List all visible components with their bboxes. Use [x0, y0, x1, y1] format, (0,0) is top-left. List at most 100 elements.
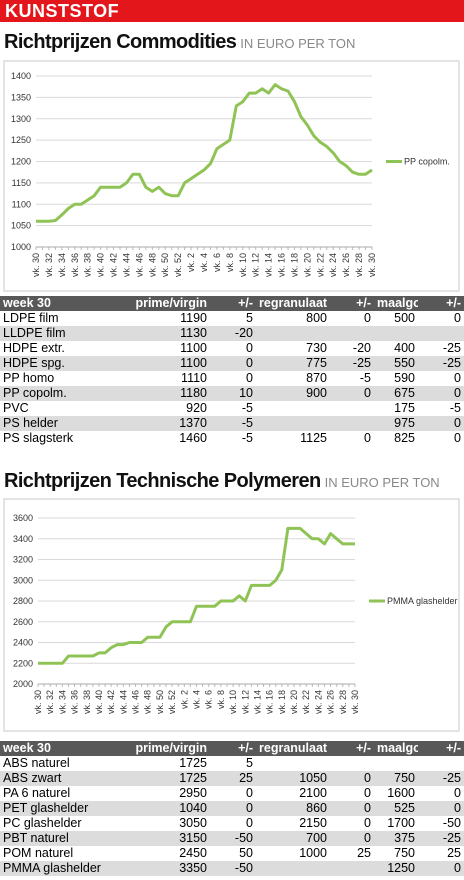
- table-cell: 1040: [112, 801, 210, 816]
- x-tick-label: vk. 38: [82, 690, 92, 714]
- table-cell: 0: [454, 371, 461, 385]
- column-header: +/-: [330, 741, 374, 756]
- x-tick-label: vk. 30: [367, 253, 377, 277]
- x-tick-label: vk. 28: [354, 253, 364, 277]
- x-tick-label: vk. 10: [238, 253, 248, 277]
- table-cell: 2100: [299, 786, 327, 800]
- table-cell: -5: [359, 371, 371, 385]
- x-tick-label: vk. 6: [212, 253, 222, 272]
- table-cell: -25: [442, 341, 461, 355]
- table-row: HDPE spg. 1100 0 775 -25 550 -25: [0, 356, 464, 371]
- y-tick-label: 1050: [11, 221, 31, 231]
- section-title: Richtprijzen Commodities IN EURO PER TON: [4, 31, 355, 54]
- empty-cell: [256, 401, 330, 416]
- x-tick-label: vk. 2: [179, 690, 189, 709]
- y-tick-label: 1150: [12, 178, 31, 188]
- x-tick-label: vk. 46: [134, 253, 144, 277]
- x-tick-label: vk. 22: [301, 690, 311, 714]
- table-cell: 5: [246, 311, 253, 325]
- table-cell: -25: [330, 356, 374, 371]
- table-cell: 3150: [112, 831, 210, 846]
- column-header: week 30: [0, 741, 112, 756]
- column-header: +/-: [210, 296, 256, 311]
- table-cell: 1700: [387, 816, 415, 830]
- x-tick-label: vk. 42: [106, 690, 116, 714]
- table-row: POM naturel 2450 50 1000 25 750 25: [0, 846, 464, 861]
- empty-cell: [418, 756, 464, 771]
- x-tick-label: vk. 8: [225, 253, 235, 272]
- table-cell: 0: [418, 801, 464, 816]
- table-cell: -50: [210, 861, 256, 876]
- table-cell: PMMA glashelder: [0, 861, 112, 876]
- table-row: LDPE film 1190 5 800 0 500 0: [0, 311, 464, 326]
- table-cell: 900: [256, 386, 330, 401]
- x-tick-label: vk. 16: [277, 253, 287, 277]
- header-row: week 30 prime/virgin +/- regranulaat +/- maal…: [0, 296, 464, 311]
- x-tick-label: vk. 38: [83, 253, 93, 277]
- chart-frame: [3, 60, 460, 292]
- x-tick-label: vk. 26: [341, 253, 351, 277]
- x-tick-label: vk. 52: [173, 253, 183, 277]
- y-tick-label: 1350: [11, 92, 31, 102]
- x-tick-label: vk. 34: [57, 253, 67, 277]
- table-cell: PET glashelder: [0, 801, 112, 816]
- legend-label: PMMA glashelder: [387, 596, 458, 606]
- column-header: maalgoed: [374, 741, 418, 756]
- subtitle: IN EURO PER TON: [324, 475, 440, 490]
- table-cell: 0: [330, 831, 374, 846]
- table-cell: LDPE film: [3, 311, 59, 325]
- price-table: week 30 prime/virgin +/- regranulaat +/- maal…: [0, 296, 464, 446]
- table-cell: PA 6 naturel: [3, 786, 71, 800]
- table-cell: 0: [246, 786, 253, 800]
- table-cell: 1125: [300, 431, 327, 445]
- table-cell: 860: [256, 801, 330, 816]
- x-tick-label: vk. 44: [121, 253, 131, 277]
- table-cell: 750: [374, 771, 418, 786]
- header-title: KUNSTSTOF: [5, 1, 120, 21]
- table-cell: 2950: [179, 786, 207, 800]
- column-header: regranulaat: [256, 296, 330, 311]
- empty-cell: [330, 326, 374, 341]
- y-tick-label: 2000: [13, 679, 33, 689]
- table-cell: 1100: [112, 356, 210, 371]
- table-cell: 0: [454, 431, 461, 445]
- table-cell: 1130: [112, 326, 210, 341]
- table-cell: 25: [210, 771, 256, 786]
- table-cell: POM naturel: [3, 846, 74, 860]
- y-tick-label: 3400: [13, 534, 33, 544]
- table-cell: -5: [241, 431, 253, 445]
- table-row: PP copolm. 1180 10 900 0 675 0: [0, 386, 464, 401]
- y-tick-label: 2800: [13, 596, 33, 606]
- table-row: PC glashelder 3050 0 2150 0 1700 -50: [0, 816, 464, 831]
- table-cell: -25: [418, 831, 464, 846]
- y-tick-label: 2400: [13, 638, 33, 648]
- table-cell: 920: [186, 401, 207, 415]
- table-row: PET glashelder 1040 0 860 0 525 0: [0, 801, 464, 816]
- table-cell: 25: [357, 846, 371, 860]
- x-tick-label: vk. 36: [70, 253, 80, 277]
- column-header: prime/virgin: [112, 296, 210, 311]
- table-row: PMMA glashelder 3350 -50 1250 0: [0, 861, 464, 876]
- chart-frame: [3, 498, 460, 732]
- chart: 1000 1050 1100 1150 1200 1250 1300 1350 1400 vk. …: [3, 60, 460, 292]
- table-cell: -50: [210, 831, 256, 846]
- x-tick-label: vk. 40: [94, 690, 104, 714]
- chart: 2000 2200 2400 2600 2800 3000 3200 3400 3600 vk. …: [3, 498, 460, 732]
- y-tick-label: 2200: [13, 658, 33, 668]
- table-cell: 1110: [181, 371, 207, 385]
- x-tick-label: vk. 8: [216, 690, 226, 709]
- table-cell: 1000: [299, 846, 327, 860]
- table-cell: HDPE extr.: [3, 341, 65, 355]
- x-tick-label: vk. 24: [328, 253, 338, 277]
- table-cell: 1460: [179, 431, 207, 445]
- table-cell: PC glashelder: [3, 816, 82, 830]
- x-tick-label: vk. 48: [147, 253, 157, 277]
- table-cell: 0: [454, 311, 461, 325]
- table-cell: 0: [210, 356, 256, 371]
- table-cell: 0: [246, 816, 253, 830]
- table-cell: PS helder: [0, 416, 112, 431]
- header-row: week 30 prime/virgin +/- regranulaat +/- maal…: [0, 741, 464, 756]
- table-cell: 2450: [179, 846, 207, 860]
- table-cell: 825: [394, 431, 415, 445]
- table-row: PVC 920 -5 175 -5: [0, 401, 464, 416]
